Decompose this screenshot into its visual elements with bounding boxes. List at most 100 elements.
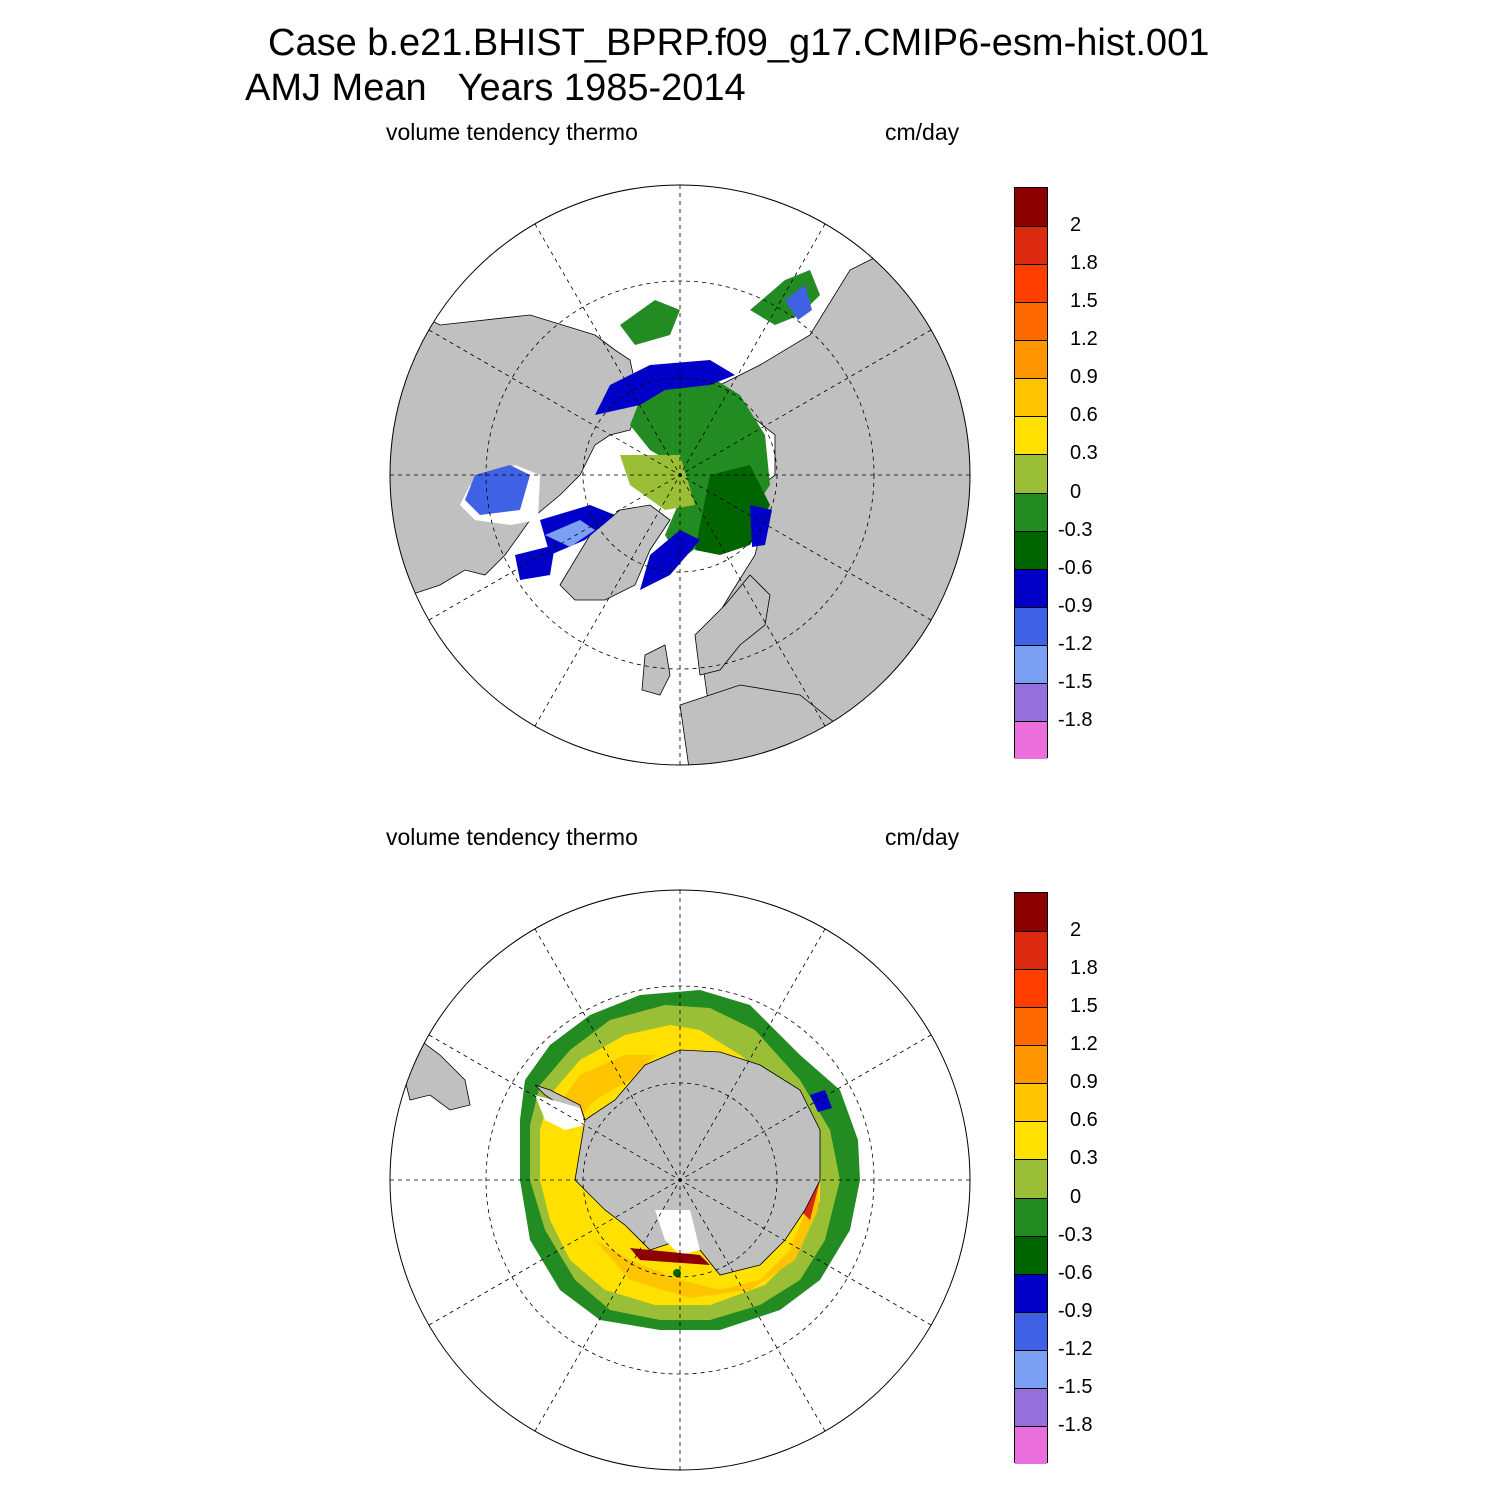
south-colorbar-label: 1.5: [1070, 995, 1098, 1018]
north-colorbar-label: 1.5: [1070, 290, 1098, 313]
south-colorbar-divider: [1015, 1159, 1047, 1161]
arctic-ice-blue: [595, 360, 735, 415]
arctic-map: [380, 175, 980, 775]
north-america-land: [390, 294, 641, 606]
south-colorbar-divider: [1015, 931, 1047, 933]
south-colorbar-segment: [1015, 1273, 1047, 1313]
south-colorbar-divider: [1015, 1045, 1047, 1047]
south-colorbar-divider: [1015, 1007, 1047, 1009]
antarctic-map-svg: [389, 889, 971, 1471]
south-colorbar-segment: [1015, 893, 1047, 932]
north-colorbar-label: -0.3: [1058, 518, 1093, 541]
north-colorbar-segment: [1015, 188, 1047, 227]
south-colorbar-label: 2: [1070, 919, 1082, 942]
south-colorbar-label: -0.9: [1058, 1299, 1093, 1322]
north-colorbar-segment: [1015, 378, 1047, 417]
ross-ice-shelf: [655, 1210, 700, 1255]
north-colorbar-segment: [1015, 492, 1047, 532]
north-colorbar-divider: [1015, 720, 1047, 722]
north-colorbar-segment: [1015, 568, 1047, 608]
north-colorbar-segment: [1015, 340, 1047, 379]
arctic-ice-darkgreen: [695, 465, 770, 555]
south-colorbar-label: 0.9: [1070, 1071, 1098, 1094]
north-colorbar-segment: [1015, 416, 1047, 455]
north-colorbar-segment: [1015, 720, 1047, 760]
south-colorbar-segment: [1015, 969, 1047, 1008]
figure-title-line2: AMJ Mean Years 1985-2014: [245, 67, 746, 109]
south-colorbar-label: 1.8: [1070, 957, 1098, 980]
south-colorbar: -1.8 -1.5 -1.2 -0.9 -0.6 -0.3 0 0.3 0.6 0.9 1.2 1.5…: [1014, 892, 1134, 1465]
north-colorbar-segment: [1015, 226, 1047, 265]
north-colorbar-label: -1.5: [1058, 670, 1093, 693]
south-units-label: cm/day: [885, 824, 960, 850]
labrador-ice: [515, 545, 555, 580]
south-colorbar-divider: [1015, 1083, 1047, 1085]
north-colorbar-label: 1.2: [1070, 328, 1098, 351]
south-variable-label: volume tendency thermo: [386, 824, 638, 850]
figure-title-line1: Case b.e21.BHIST_BPRP.f09_g17.CMIP6-esm-…: [268, 22, 1210, 64]
south-colorbar-divider: [1015, 1387, 1047, 1389]
north-colorbar-segment: [1015, 302, 1047, 341]
antarctica-land: [574, 1049, 821, 1276]
south-colorbar-divider: [1015, 1235, 1047, 1237]
north-units-label: cm/day: [885, 119, 960, 145]
south-colorbar-segment: [1015, 1311, 1047, 1351]
hudson-ice: [465, 465, 530, 515]
south-colorbar-divider: [1015, 1349, 1047, 1351]
north-colorbar-divider: [1015, 378, 1047, 380]
north-colorbar-segment: [1015, 606, 1047, 646]
north-colorbar: -1.8 -1.5 -1.2 -0.9 -0.6 -0.3 0 0.3 0.6 0.9 1.2 1.5…: [1014, 187, 1134, 760]
north-colorbar-label: -0.9: [1058, 594, 1093, 617]
baffin-ice-light: [545, 520, 595, 547]
south-colorbar-label: -0.6: [1058, 1261, 1093, 1284]
north-colorbar-divider: [1015, 530, 1047, 532]
south-colorbar-segment: [1015, 1387, 1047, 1427]
south-colorbar-label: -1.5: [1058, 1375, 1093, 1398]
south-colorbar-divider: [1015, 1425, 1047, 1427]
south-colorbar-label: -1.2: [1058, 1337, 1093, 1360]
greenland-sea-ice: [640, 530, 700, 590]
south-colorbar-label: -1.8: [1058, 1413, 1093, 1436]
south-colorbar-divider: [1015, 1311, 1047, 1313]
south-colorbar-segment: [1015, 1045, 1047, 1084]
south-colorbar-segment: [1015, 1121, 1047, 1160]
south-colorbar-box: [1014, 892, 1048, 1465]
north-colorbar-divider: [1015, 340, 1047, 342]
north-colorbar-divider: [1015, 644, 1047, 646]
north-colorbar-label: -1.8: [1058, 708, 1093, 731]
south-colorbar-label: 0.3: [1070, 1147, 1098, 1170]
north-colorbar-label: 0.3: [1070, 442, 1098, 465]
north-colorbar-segment: [1015, 644, 1047, 684]
arctic-map-svg: [389, 184, 971, 766]
south-colorbar-segment: [1015, 1235, 1047, 1275]
south-colorbar-segment: [1015, 1349, 1047, 1389]
south-colorbar-label: 0: [1070, 1185, 1082, 1208]
north-colorbar-segment: [1015, 682, 1047, 722]
south-colorbar-divider: [1015, 1121, 1047, 1123]
north-colorbar-label: -1.2: [1058, 632, 1093, 655]
north-colorbar-segment: [1015, 530, 1047, 570]
north-colorbar-label: 0.6: [1070, 404, 1098, 427]
britain-land: [641, 644, 671, 696]
south-colorbar-segment: [1015, 1159, 1047, 1199]
north-colorbar-label: 2: [1070, 214, 1082, 237]
south-colorbar-segment: [1015, 1083, 1047, 1122]
north-colorbar-label: 0: [1070, 480, 1082, 503]
north-colorbar-label: 1.8: [1070, 252, 1098, 275]
north-colorbar-segment: [1015, 454, 1047, 494]
bering-ice: [620, 300, 680, 345]
south-colorbar-label: 0.6: [1070, 1109, 1098, 1132]
north-colorbar-divider: [1015, 606, 1047, 608]
north-colorbar-label: -0.6: [1058, 556, 1093, 579]
south-colorbar-divider: [1015, 1273, 1047, 1275]
north-colorbar-divider: [1015, 226, 1047, 228]
north-colorbar-divider: [1015, 264, 1047, 266]
north-colorbar-segment: [1015, 264, 1047, 303]
north-colorbar-divider: [1015, 454, 1047, 456]
north-variable-label: volume tendency thermo: [386, 119, 638, 145]
south-colorbar-label: 1.2: [1070, 1033, 1098, 1056]
north-colorbar-divider: [1015, 302, 1047, 304]
south-colorbar-segment: [1015, 1007, 1047, 1046]
antarctic-map: [380, 880, 980, 1480]
scandinavia-land: [694, 574, 771, 676]
